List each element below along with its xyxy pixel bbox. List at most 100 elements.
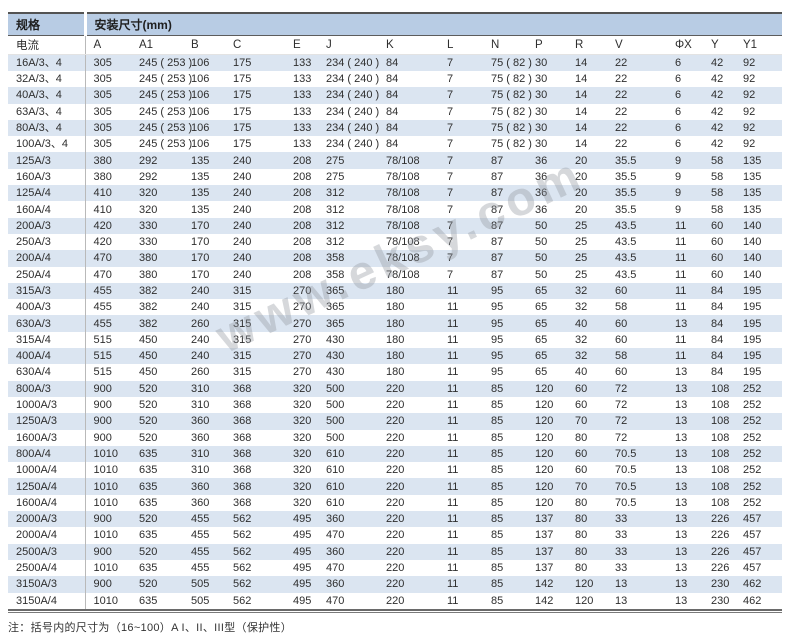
table-cell: 7 xyxy=(447,268,454,281)
table-cell: 330 xyxy=(139,236,158,249)
table-cell: 30 xyxy=(535,89,548,102)
table-cell: 220 xyxy=(386,496,405,509)
table-cell: 312 xyxy=(326,236,345,249)
table-cell: 65 xyxy=(535,350,548,363)
table-row: 200A/4 470 380 170 240 208 358 78/108 7 87 50 25 43.… xyxy=(8,250,783,267)
table-cell: 170 xyxy=(191,236,210,249)
table-cell: 35.5 xyxy=(615,187,637,200)
table-cell: 6 xyxy=(675,89,682,102)
table-row: 1600A/4 1010 635 360 368 320 610 220 11 85 120 80 70… xyxy=(8,494,783,512)
table-cell: 84 xyxy=(386,73,399,86)
table-cell: 85 xyxy=(491,464,504,477)
table-cell: 58 xyxy=(711,154,724,167)
table-cell: 260 xyxy=(191,366,210,379)
table-cell: 455 xyxy=(93,317,112,330)
table-cell: 462 xyxy=(743,594,762,607)
table-cell: 87 xyxy=(491,236,504,249)
table-cell: 7 xyxy=(447,219,454,232)
table-cell: 13 xyxy=(615,594,628,607)
dims-group-header: 安装尺寸(mm) xyxy=(85,12,783,36)
dimensions-table: 规格 安装尺寸(mm) 电流 A A1 B C E J K L N P R V ΦX Y Y1 16A/3、4… xyxy=(8,12,783,611)
table-cell: 78/108 xyxy=(386,203,420,216)
table-cell: 208 xyxy=(293,252,312,265)
table-cell: 220 xyxy=(386,447,405,460)
table-row: 1000A/4 1010 635 310 368 320 610 220 11 85 120 60 70… xyxy=(8,462,783,479)
table-cell: 208 xyxy=(293,187,312,200)
table-cell: 108 xyxy=(711,382,730,395)
table-row: 2000A/4 1010 635 455 562 495 470 220 11 85 137 80 33… xyxy=(8,527,783,544)
column-header-b: B xyxy=(183,35,225,55)
table-cell: 520 xyxy=(139,431,158,444)
table-cell: 245 ( 253 ) xyxy=(139,89,193,102)
table-cell: 220 xyxy=(386,399,405,412)
table-cell: 84 xyxy=(386,57,399,69)
table-cell: 310 xyxy=(191,464,210,477)
table-cell: 495 xyxy=(293,562,312,575)
table-cell: 78/108 xyxy=(386,219,420,232)
row-label: 1000A/3 xyxy=(8,396,86,414)
table-cell: 175 xyxy=(233,138,252,151)
table-cell: 108 xyxy=(711,415,730,428)
table-cell: 410 xyxy=(93,203,112,216)
table-cell: 78/108 xyxy=(386,252,420,265)
column-header-p: P xyxy=(527,35,567,55)
table-cell: 310 xyxy=(191,382,210,395)
table-cell: 84 xyxy=(711,301,724,314)
table-row: 250A/4 470 380 170 240 208 358 78/108 7 87 50 25 43.… xyxy=(8,266,783,283)
table-cell: 11 xyxy=(447,545,459,558)
table-cell: 133 xyxy=(293,138,312,151)
table-cell: 220 xyxy=(386,415,405,428)
table-cell: 36 xyxy=(535,203,548,216)
table-cell: 170 xyxy=(191,252,210,265)
table-cell: 226 xyxy=(711,529,730,542)
table-cell: 106 xyxy=(191,57,210,69)
table-cell: 80 xyxy=(575,496,588,509)
table-cell: 170 xyxy=(191,268,210,281)
table-cell: 11 xyxy=(447,496,459,509)
table-cell: 65 xyxy=(535,285,548,297)
table-cell: 360 xyxy=(191,480,210,493)
table-cell: 610 xyxy=(326,496,345,509)
table-cell: 11 xyxy=(447,285,459,297)
table-cell: 562 xyxy=(233,513,252,526)
table-cell: 520 xyxy=(139,545,158,558)
table-cell: 95 xyxy=(491,301,504,314)
table-cell: 305 xyxy=(93,122,112,135)
table-cell: 11 xyxy=(447,350,459,363)
table-cell: 92 xyxy=(743,138,756,151)
table-cell: 14 xyxy=(575,73,588,86)
table-cell: 92 xyxy=(743,89,756,102)
table-cell: 270 xyxy=(293,366,312,379)
table-cell: 240 xyxy=(233,187,252,200)
column-header-y: Y xyxy=(703,35,735,55)
table-cell: 106 xyxy=(191,138,210,151)
table-cell: 7 xyxy=(447,57,454,69)
table-cell: 11 xyxy=(447,382,459,395)
table-cell: 515 xyxy=(93,366,112,379)
table-cell: 520 xyxy=(139,415,158,428)
table-cell: 13 xyxy=(675,431,688,444)
table-cell: 312 xyxy=(326,187,345,200)
table-cell: 450 xyxy=(139,350,158,363)
table-cell: 133 xyxy=(293,105,312,118)
table-row: 125A/3 380 292 135 240 208 275 78/108 7 87 36 20 35.… xyxy=(8,152,783,169)
table-cell: 78/108 xyxy=(386,236,420,249)
table-cell: 195 xyxy=(743,301,762,314)
table-cell: 60 xyxy=(575,399,588,412)
table-cell: 505 xyxy=(191,578,210,591)
table-cell: 234 ( 240 ) xyxy=(326,122,380,135)
table-cell: 610 xyxy=(326,480,345,493)
table-cell: 78/108 xyxy=(386,268,420,281)
table-cell: 252 xyxy=(743,399,762,412)
table-row: 315A/4 515 450 240 315 270 430 180 11 95 65 32 60 11 8… xyxy=(8,331,783,349)
row-label: 1600A/3 xyxy=(8,429,86,446)
table-cell: 170 xyxy=(191,219,210,232)
table-cell: 180 xyxy=(386,350,405,363)
table-cell: 234 ( 240 ) xyxy=(326,73,380,86)
table-cell: 60 xyxy=(711,268,724,281)
table-cell: 470 xyxy=(326,562,345,575)
table-cell: 135 xyxy=(191,187,210,200)
table-cell: 60 xyxy=(575,382,588,395)
table-cell: 240 xyxy=(233,219,252,232)
table-cell: 85 xyxy=(491,513,504,526)
